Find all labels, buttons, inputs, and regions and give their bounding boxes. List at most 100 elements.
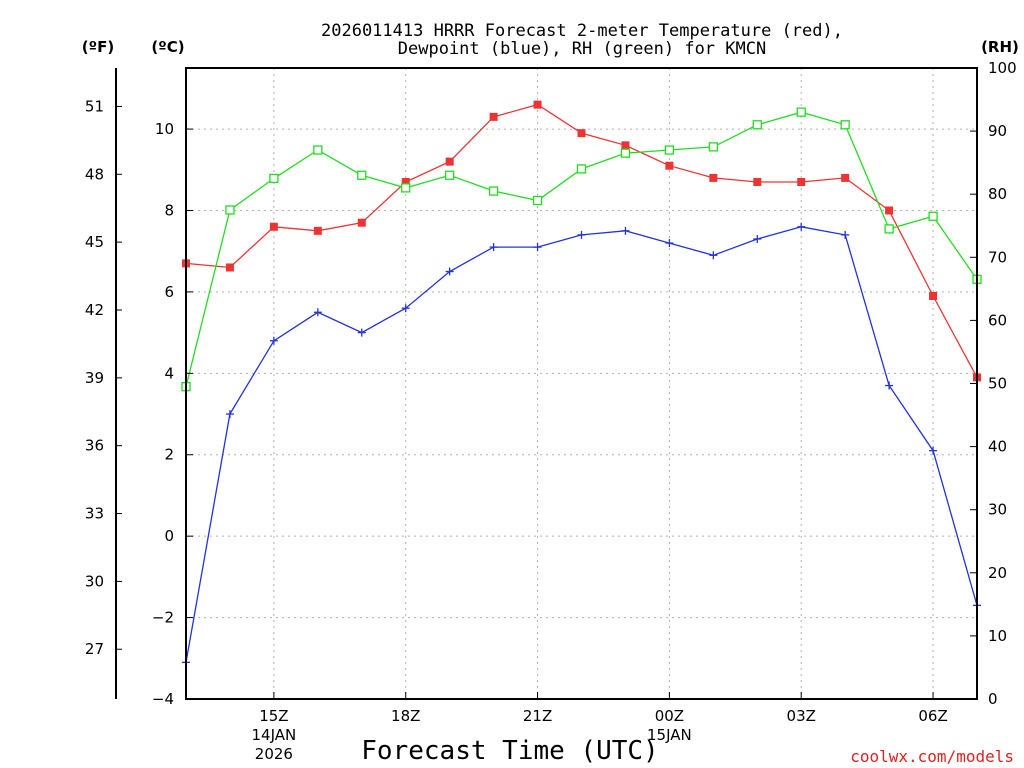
dewpoint-point (709, 251, 718, 260)
x-axis-label: Forecast Time (UTC) (361, 736, 658, 766)
x-tick-label: 06Z (918, 707, 947, 725)
rh-point (884, 224, 894, 234)
dewpoint-point (929, 446, 938, 455)
celsius-tick-label: 2 (164, 446, 174, 464)
rh-point (840, 120, 850, 130)
temperature-point (797, 177, 806, 186)
rh-tick-label: 100 (988, 59, 1017, 77)
rh-point (752, 120, 762, 130)
ticks-layer: −4 −2 0 2 4 6 8 10 27 30 33 36 39 42 45 48 51 0 10 20 30 40 50… (85, 59, 1017, 763)
fahrenheit-tick-label: 51 (85, 97, 104, 115)
rh-point (488, 186, 499, 196)
celsius-tick-label: −2 (152, 609, 174, 627)
rh-line (185, 111, 978, 387)
celsius-tick-label: 8 (164, 201, 174, 219)
rh-point (225, 205, 235, 215)
temperature-point (313, 226, 322, 235)
x-tick-date-label: 14JAN (252, 726, 297, 744)
rh-point (576, 164, 587, 174)
temperature-point (357, 218, 366, 227)
temperature-point (753, 177, 762, 186)
temperature-point (621, 141, 630, 150)
rh-point (401, 183, 411, 193)
credit-link[interactable]: coolwx.com/models (850, 747, 1014, 766)
x-tick-year-label: 2026 (255, 745, 293, 763)
celsius-tick-label: 6 (164, 283, 174, 301)
celsius-unit-label: (ºC) (151, 38, 184, 56)
rh-point (269, 173, 279, 184)
temperature-point (533, 100, 542, 109)
dewpoint-point (753, 234, 762, 243)
rh-point (620, 148, 631, 158)
dewpoint-point (357, 328, 366, 337)
rh-tick-label: 40 (988, 438, 1007, 456)
rh-tick-label: 0 (988, 690, 998, 708)
dewpoint-point (489, 243, 498, 252)
fahrenheit-unit-label: (ºF) (82, 38, 114, 56)
grid-layer (186, 68, 977, 700)
celsius-tick-label: 4 (164, 364, 174, 382)
temperature-point (841, 173, 850, 182)
rh-tick-label: 60 (988, 311, 1007, 329)
fahrenheit-tick-label: 30 (85, 572, 104, 590)
dewpoint-point (269, 336, 278, 345)
celsius-tick-label: 10 (155, 120, 174, 138)
dewpoint-point (577, 230, 586, 239)
plot-frame (185, 67, 978, 700)
rh-tick-label: 50 (988, 375, 1007, 393)
temperature-point (489, 112, 498, 121)
rh-tick-label: 10 (988, 627, 1007, 645)
rh-point (928, 211, 938, 221)
fahrenheit-tick-label: 48 (85, 165, 104, 183)
chart-title-line-2: Dewpoint (blue), RH (green) for KMCN (398, 39, 766, 59)
temperature-point (269, 222, 278, 231)
rh-point (796, 107, 806, 117)
rh-point (664, 145, 675, 155)
fahrenheit-tick-label: 27 (85, 640, 104, 658)
dewpoint-point (841, 230, 850, 239)
rh-point (445, 170, 455, 180)
x-tick-label: 15Z (259, 707, 288, 725)
temperature-point (401, 177, 410, 186)
x-tick-label: 00Z (655, 707, 684, 725)
dewpoint-point (533, 243, 542, 252)
celsius-tick-label: 0 (164, 527, 174, 545)
dewpoint-point (445, 267, 454, 276)
rh-tick-label: 70 (988, 248, 1007, 266)
x-tick-label: 21Z (523, 707, 552, 725)
rh-point (708, 142, 718, 152)
dewpoint-point (621, 226, 630, 235)
rh-tick-label: 80 (988, 185, 1007, 203)
celsius-tick-label: −4 (152, 690, 174, 708)
series-layer (181, 100, 982, 667)
temperature-point (929, 291, 938, 300)
rh-point (357, 170, 367, 180)
dewpoint-point (225, 410, 234, 419)
fahrenheit-tick-label: 33 (85, 505, 104, 523)
rh-tick-label: 30 (988, 501, 1007, 519)
temperature-point (577, 129, 586, 138)
dewpoint-point (885, 381, 894, 390)
rh-unit-label: (RH) (981, 38, 1019, 56)
x-tick-label: 03Z (787, 707, 816, 725)
temperature-line (185, 103, 978, 378)
temperature-point (709, 173, 718, 182)
x-tick-label: 18Z (391, 707, 420, 725)
fahrenheit-tick-label: 42 (85, 301, 104, 319)
dewpoint-point (797, 222, 806, 231)
rh-tick-label: 90 (988, 122, 1007, 140)
fahrenheit-tick-label: 45 (85, 233, 104, 251)
rh-point (313, 145, 323, 155)
rh-point (532, 195, 543, 206)
temperature-point (445, 157, 454, 166)
dewpoint-point (401, 304, 410, 313)
dewpoint-point (313, 308, 322, 317)
temperature-point (225, 263, 234, 272)
fahrenheit-tick-label: 39 (85, 369, 104, 387)
temperature-point (665, 161, 674, 170)
fahrenheit-tick-label: 36 (85, 437, 104, 455)
temperature-point (885, 206, 894, 215)
dewpoint-point (665, 239, 674, 248)
rh-tick-label: 20 (988, 564, 1007, 582)
